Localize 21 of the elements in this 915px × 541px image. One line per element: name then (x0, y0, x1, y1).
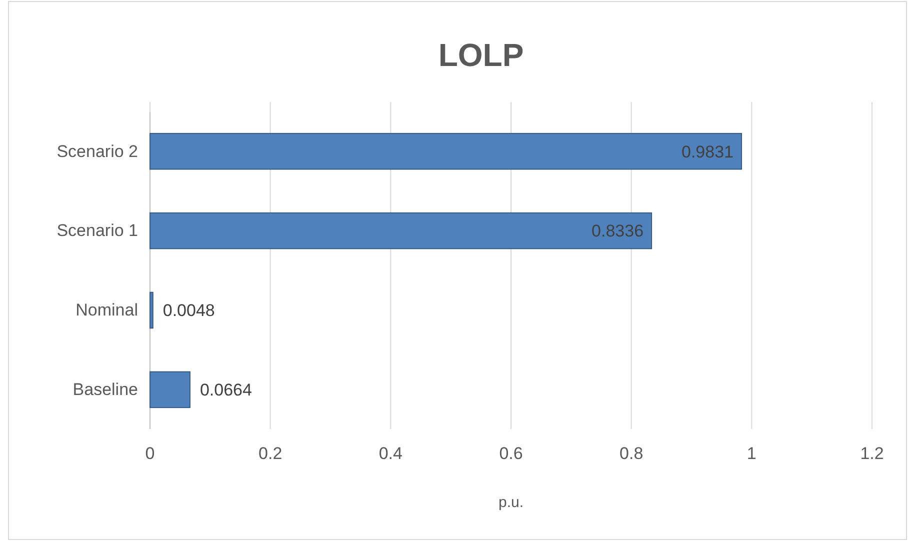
x-tick-label: 1.2 (860, 444, 884, 464)
chart-title: LOLP (438, 37, 524, 73)
y-tick-label: Scenario 1 (56, 221, 138, 240)
x-tick-label: 0 (145, 444, 155, 464)
data-label: 0.0664 (200, 380, 252, 400)
y-tick-label: Nominal (76, 300, 138, 320)
y-tick-label: Scenario 2 (56, 142, 138, 161)
bar (150, 292, 154, 329)
data-label: 0.9831 (682, 142, 734, 162)
x-tick-label: 0.2 (258, 444, 282, 464)
x-tick-label: 0.8 (620, 444, 644, 464)
x-tick-label: 0.4 (378, 444, 402, 464)
bar (150, 371, 190, 408)
bar (150, 212, 652, 250)
x-tick-label: 0.6 (499, 444, 523, 464)
bar (150, 132, 742, 170)
y-tick-label: Baseline (72, 380, 138, 400)
x-tick-label: 1 (746, 444, 756, 464)
x-axis-title: p.u. (498, 494, 524, 511)
data-label: 0.8336 (592, 222, 644, 241)
data-label: 0.0048 (162, 301, 215, 320)
